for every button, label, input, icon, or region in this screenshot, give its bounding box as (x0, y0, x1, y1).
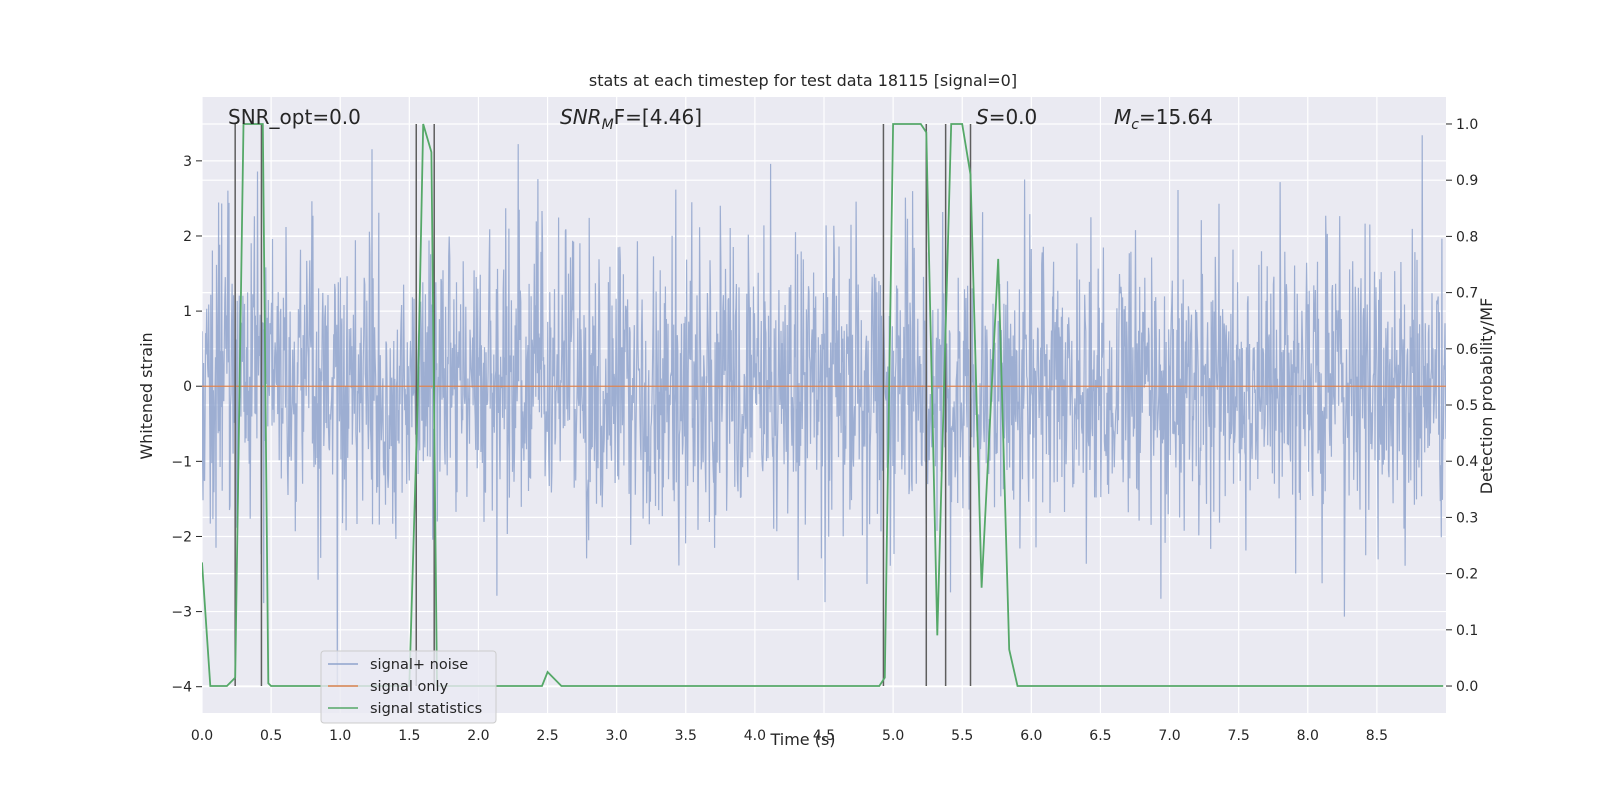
annotation-mc-base: M (1114, 105, 1131, 129)
series-signal-plus-noise (202, 135, 1446, 687)
y-right-tick-label: 0.1 (1456, 623, 1478, 639)
x-tick-label: 6.0 (1020, 728, 1042, 744)
annotation-s: S=0.0 (976, 105, 1037, 129)
y-left-tick-label: 1 (183, 304, 192, 320)
y-right-tick-label: 0.9 (1456, 173, 1478, 189)
x-tick-label: 2.0 (467, 728, 489, 744)
y-right-tick-label: 0.3 (1456, 510, 1478, 526)
series-signal-statistics (202, 123, 1444, 687)
y-left-tick-label: 2 (183, 229, 192, 245)
x-tick-label: 1.0 (329, 728, 351, 744)
x-tick-label: 4.5 (813, 728, 835, 744)
y-right-axis-label: Detection probability/MF (1477, 298, 1496, 495)
annotation-s-base: S (976, 105, 989, 129)
annotation-snr-opt: SNR_opt=0.0 (228, 105, 361, 129)
y-left-tick-label: −1 (171, 454, 192, 470)
x-tick-label: 3.5 (675, 728, 697, 744)
x-tick-label: 6.5 (1089, 728, 1111, 744)
legend-label-signal-statistics: signal statistics (370, 701, 482, 717)
x-tick-label: 5.0 (882, 728, 904, 744)
annotation-snr-mf-base: SNR (560, 105, 602, 129)
y-left-tick-label: −2 (171, 529, 192, 545)
x-axis-label: Time (s) (769, 730, 835, 749)
x-tick-label: 8.5 (1366, 728, 1388, 744)
chart-title: stats at each timestep for test data 181… (589, 71, 1017, 90)
annotation-snr-mf: SNRMF=[4.46] (560, 105, 702, 133)
x-tick-labels: 0.0 0.5 1.0 1.5 2.0 2.5 3.0 3.5 4.0 4.5 5.0 5.5 6.0 6… (191, 728, 1388, 744)
y-right-tick-label: 0.2 (1456, 567, 1478, 583)
legend-box (320, 650, 497, 724)
y-left-tick-label: −3 (171, 605, 192, 621)
x-tick-label: 3.0 (606, 728, 628, 744)
annotation-snr-mf-rest: F=[4.46] (614, 105, 702, 129)
y-right-tick-label: 0.6 (1456, 342, 1478, 358)
y-left-tick-label: 3 (183, 154, 192, 170)
y-right-tick-label: 0.0 (1456, 679, 1478, 695)
x-tick-label: 5.5 (951, 728, 973, 744)
x-tick-label: 8.0 (1297, 728, 1319, 744)
x-tick-label: 0.5 (260, 728, 282, 744)
vertical-lines (234, 123, 972, 687)
legend-label-signal-only: signal only (370, 679, 449, 695)
legend-label-signal-plus-noise: signal+ noise (370, 657, 468, 673)
x-tick-label: 0.0 (191, 728, 213, 744)
y-right-tick-label: 1.0 (1456, 117, 1478, 133)
x-tick-label: 4.0 (744, 728, 766, 744)
x-tick-label: 7.0 (1158, 728, 1180, 744)
y-left-axis-label: Whitened strain (137, 332, 156, 459)
legend: signal+ noise signal only signal statist… (320, 650, 497, 724)
annotation-mc-sub: c (1131, 117, 1139, 133)
y-left-tick-label: −4 (171, 680, 192, 696)
y-left-tick-label: 0 (183, 379, 192, 395)
y-right-tick-label: 0.8 (1456, 229, 1478, 245)
annotation-s-rest: =0.0 (989, 105, 1038, 129)
y-right-tick-label: 0.5 (1456, 398, 1478, 414)
annotation-mc-rest: =15.64 (1139, 105, 1213, 129)
y-right-tick-label: 0.4 (1456, 454, 1478, 470)
x-tick-label: 1.5 (398, 728, 420, 744)
annotation-mc: Mc=15.64 (1114, 105, 1213, 133)
y-right-tick-labels: 1.0 0.9 0.8 0.7 0.6 0.5 0.4 0.3 0.2 0.1 0.0 (1446, 117, 1478, 695)
x-tick-label: 2.5 (536, 728, 558, 744)
y-right-tick-label: 0.7 (1456, 286, 1478, 302)
x-tick-label: 7.5 (1228, 728, 1250, 744)
annotation-snr-mf-sub: M (602, 117, 614, 133)
y-left-tick-labels: 3 2 1 0 −1 −2 −3 −4 (171, 154, 202, 696)
